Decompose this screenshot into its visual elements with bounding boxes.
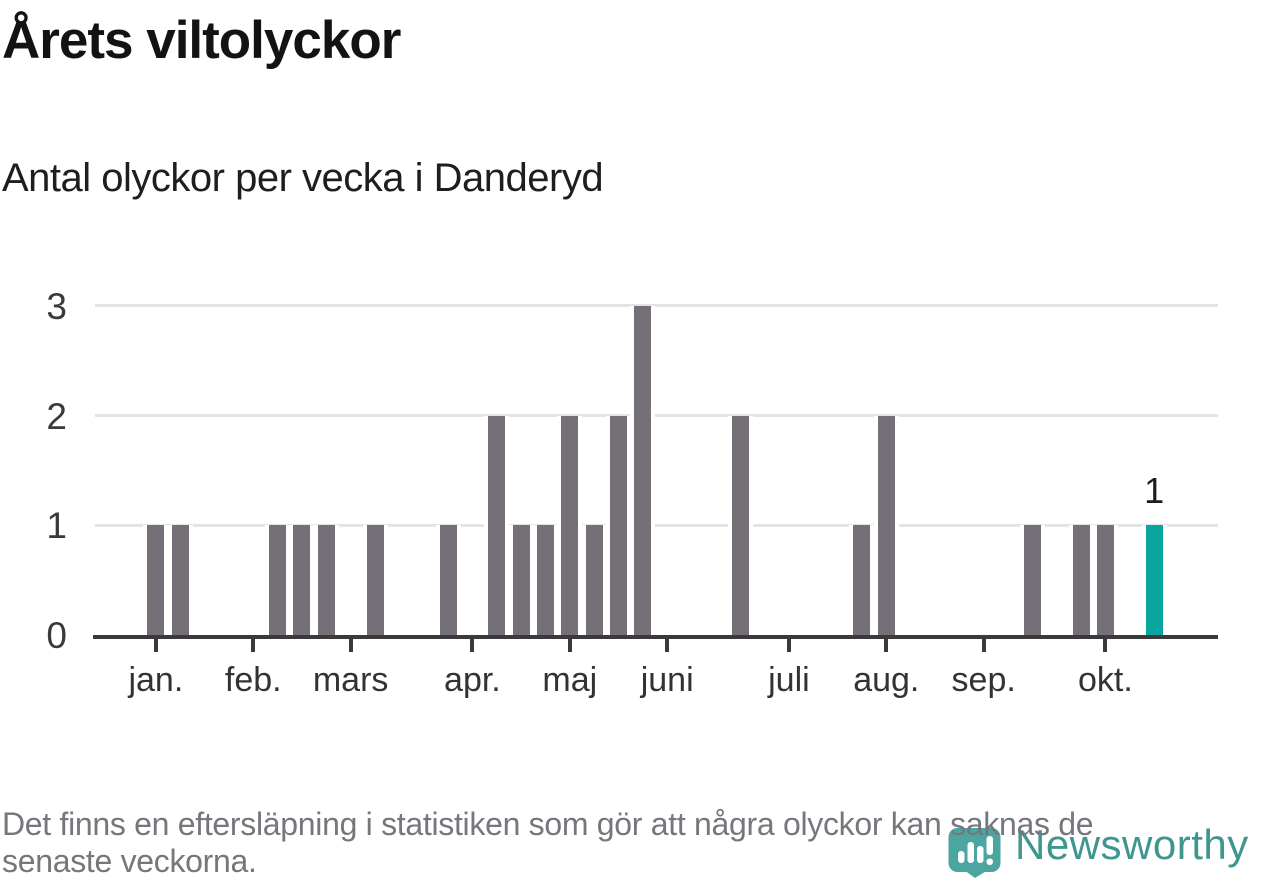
x-tick-juni <box>665 639 670 652</box>
footnote: Det finns en eftersläpning i statistiken… <box>2 806 1094 879</box>
bar <box>289 525 315 635</box>
bar <box>143 525 169 635</box>
bar <box>362 525 388 635</box>
x-month-label-feb: feb. <box>224 661 282 699</box>
x-month-label-juli: juli <box>768 661 810 699</box>
x-tick-aug <box>884 639 889 652</box>
bar <box>484 415 510 635</box>
y-axis-label-3: 3 <box>46 285 67 327</box>
bar <box>605 415 631 635</box>
bar <box>532 525 558 635</box>
bar <box>313 525 339 635</box>
x-tick-maj <box>567 639 572 652</box>
bar <box>849 525 875 635</box>
chart-title: Årets viltolyckor <box>2 11 401 70</box>
y-axis-label-1: 1 <box>46 505 67 547</box>
x-axis-line <box>93 635 1218 639</box>
newsworthy-logo-text: Newsworthy <box>1015 821 1249 868</box>
footnote-line-1: Det finns en eftersläpning i statistiken… <box>2 806 1094 842</box>
bar <box>1019 525 1045 635</box>
grid-line-1 <box>95 523 1218 527</box>
x-month-label-aug: aug. <box>853 661 920 699</box>
bar <box>630 305 656 635</box>
bar <box>581 525 607 635</box>
x-month-label-mars: mars <box>312 661 389 699</box>
bar-value-label: 1 <box>1144 470 1165 511</box>
x-tick-feb <box>251 639 256 652</box>
newsworthy-pin-icon <box>948 828 1001 878</box>
bar <box>727 415 753 635</box>
bar <box>435 525 461 635</box>
x-month-label-apr: apr. <box>444 661 501 699</box>
bar <box>265 525 291 635</box>
x-tick-mars <box>348 639 353 652</box>
x-month-label-okt: okt. <box>1078 661 1133 699</box>
grid-line-3 <box>95 304 1218 308</box>
bar <box>1068 525 1094 635</box>
chart-subtitle: Antal olyckor per vecka i Danderyd <box>2 156 604 200</box>
bar-highlight <box>1141 525 1167 635</box>
x-tick-apr <box>470 639 475 652</box>
bar <box>873 415 899 635</box>
x-tick-okt <box>1103 639 1108 652</box>
bar <box>508 525 534 635</box>
x-tick-sep <box>981 639 986 652</box>
x-month-label-jan: jan. <box>128 661 184 699</box>
x-month-label-sep: sep. <box>951 661 1016 699</box>
x-month-label-juni: juni <box>640 661 694 699</box>
x-month-label-maj: maj <box>542 661 598 699</box>
newsworthy-logo: Newsworthy <box>948 821 1249 878</box>
bar <box>557 415 583 635</box>
grid-line-2 <box>95 414 1218 418</box>
y-axis-label-0: 0 <box>46 615 67 656</box>
x-tick-jan <box>153 639 158 652</box>
bar <box>1092 525 1118 635</box>
x-tick-juli <box>786 639 791 652</box>
bar <box>167 525 193 635</box>
y-axis-label-2: 2 <box>46 395 67 437</box>
footnote-line-2: senaste veckorna. <box>2 843 257 879</box>
